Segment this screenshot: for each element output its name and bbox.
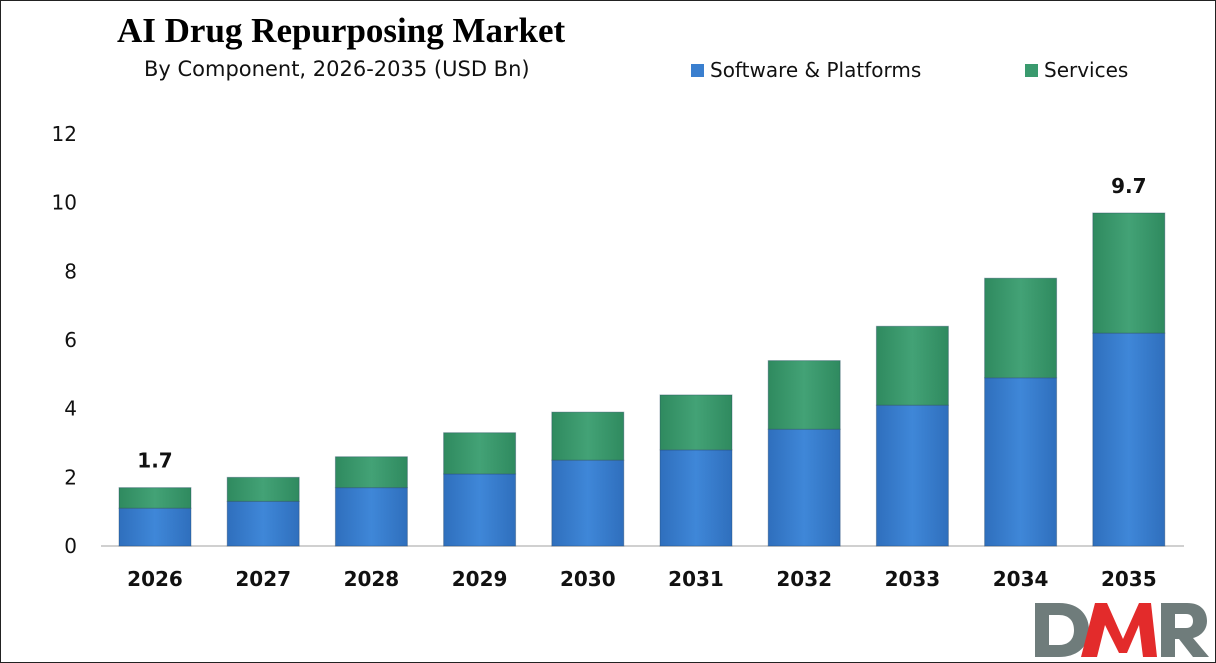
bar-services-2030 (551, 411, 625, 461)
y-tick-label: 12 (52, 122, 77, 146)
bar-software-2028 (334, 487, 408, 547)
bar-software-2033 (875, 404, 949, 547)
bar-software-2029 (443, 473, 517, 547)
legend-label-software: Software & Platforms (710, 58, 922, 82)
legend-item-services: Services (1025, 58, 1128, 82)
x-tick-label: 2033 (885, 567, 941, 591)
bar-software-2031 (659, 449, 733, 547)
bar-software-2032 (767, 428, 841, 547)
x-tick-label: 2026 (127, 567, 183, 591)
x-tick-label: 2028 (344, 567, 400, 591)
bar-services-2034 (984, 277, 1058, 379)
bar-software-2030 (551, 459, 625, 547)
y-tick-label: 10 (52, 191, 77, 215)
chart-title: AI Drug Repurposing Market (117, 11, 566, 50)
x-tick-label: 2029 (452, 567, 508, 591)
bar-services-2026 (118, 487, 192, 509)
total-label: 9.7 (1111, 174, 1146, 198)
x-tick-label: 2032 (776, 567, 832, 591)
bar-software-2027 (226, 500, 300, 547)
bar-services-2033 (875, 325, 949, 406)
bar-services-2027 (226, 476, 300, 502)
y-tick-label: 8 (64, 259, 77, 283)
bar-software-2035 (1092, 332, 1166, 547)
x-tick-label: 2027 (235, 567, 291, 591)
bar-services-2035 (1092, 212, 1166, 334)
y-tick-label: 2 (64, 465, 77, 489)
legend-item-software: Software & Platforms (691, 58, 921, 82)
legend-label-services: Services (1044, 58, 1129, 82)
bar-software-2026 (118, 507, 192, 547)
bar-services-2031 (659, 394, 733, 451)
x-tick-label: 2030 (560, 567, 616, 591)
bar-software-2034 (984, 377, 1058, 547)
x-tick-label: 2031 (668, 567, 724, 591)
y-tick-label: 0 (64, 534, 77, 558)
bar-services-2032 (767, 360, 841, 430)
dmr-logo (1035, 603, 1209, 657)
y-tick-label: 4 (64, 397, 77, 421)
y-tick-label: 6 (64, 328, 77, 352)
legend-swatch-services (1025, 63, 1038, 77)
chart-subtitle: By Component, 2026-2035 (USD Bn) (144, 57, 530, 81)
legend-swatch-software (691, 63, 704, 77)
x-tick-label: 2034 (993, 567, 1049, 591)
bar-services-2029 (443, 432, 517, 475)
bar-services-2028 (334, 456, 408, 489)
x-tick-label: 2035 (1101, 567, 1157, 591)
total-label: 1.7 (137, 449, 172, 473)
